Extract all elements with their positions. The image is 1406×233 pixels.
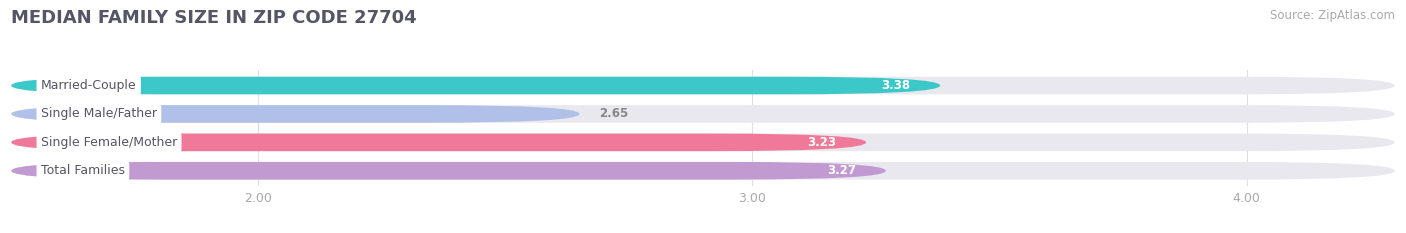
FancyBboxPatch shape [11, 134, 1395, 151]
Text: Total Families: Total Families [41, 164, 125, 177]
FancyBboxPatch shape [11, 162, 886, 180]
Text: Single Male/Father: Single Male/Father [41, 107, 157, 120]
Text: MEDIAN FAMILY SIZE IN ZIP CODE 27704: MEDIAN FAMILY SIZE IN ZIP CODE 27704 [11, 9, 416, 27]
Text: Single Female/Mother: Single Female/Mother [41, 136, 177, 149]
FancyBboxPatch shape [11, 77, 1395, 94]
FancyBboxPatch shape [11, 134, 866, 151]
Text: 3.27: 3.27 [827, 164, 856, 177]
FancyBboxPatch shape [11, 105, 579, 123]
FancyBboxPatch shape [11, 162, 1395, 180]
Text: 3.23: 3.23 [807, 136, 837, 149]
FancyBboxPatch shape [11, 105, 1395, 123]
Text: Source: ZipAtlas.com: Source: ZipAtlas.com [1270, 9, 1395, 22]
Text: 2.65: 2.65 [599, 107, 628, 120]
Text: 3.38: 3.38 [882, 79, 911, 92]
Text: Married-Couple: Married-Couple [41, 79, 136, 92]
FancyBboxPatch shape [11, 77, 941, 94]
